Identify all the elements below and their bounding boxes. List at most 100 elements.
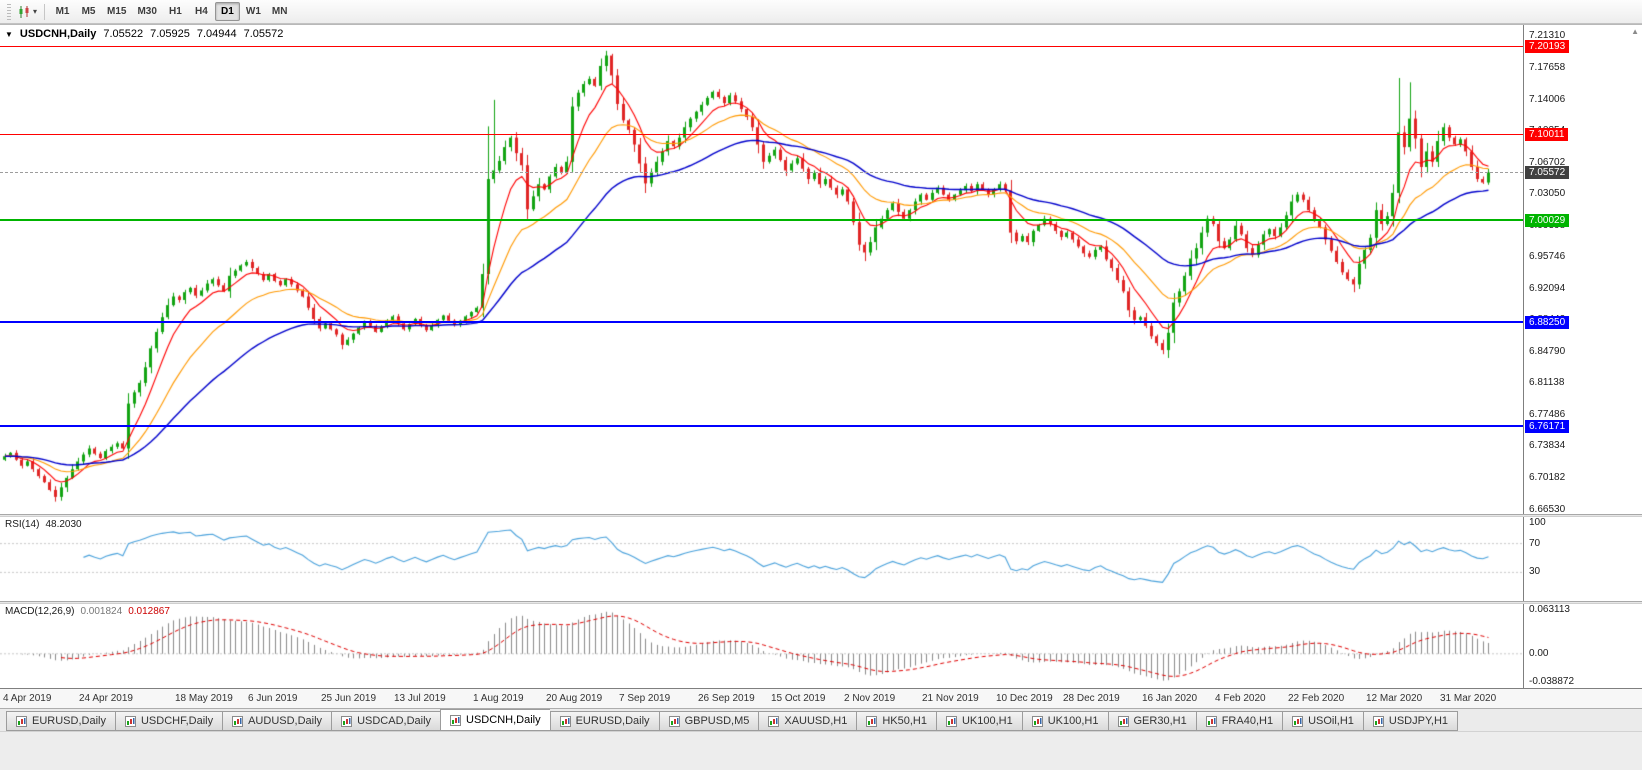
mini-chart-icon [945, 715, 957, 727]
macd-name: MACD(12,26,9) [5, 606, 75, 617]
macd-panel: MACD(12,26,9) 0.001824 0.012867 0.063113… [0, 604, 1642, 688]
horizontal-line-6.88250[interactable] [0, 321, 1523, 323]
chart-tab-label: AUDUSD,Daily [248, 715, 323, 727]
main-chart-panel: ▼ USDCNH,Daily 7.05522 7.05925 7.04944 7… [0, 24, 1642, 514]
candlestick-canvas[interactable] [0, 25, 1523, 514]
date-axis-label: 10 Dec 2019 [996, 693, 1053, 704]
date-axis-label: 4 Apr 2019 [3, 693, 52, 704]
chart-tab-label: GER30,H1 [1133, 715, 1187, 727]
rsi-axis[interactable]: 100 70 30 [1523, 517, 1642, 601]
price-line-tag: 6.88250 [1525, 316, 1570, 329]
rsi-axis-label: 70 [1529, 537, 1541, 549]
chart-tab-usoil-h1[interactable]: USOil,H1 [1282, 711, 1363, 731]
date-axis-label: 31 Mar 2020 [1440, 693, 1497, 704]
date-axis-label: 18 May 2019 [175, 693, 233, 704]
toolbar-grip[interactable] [7, 3, 11, 20]
rsi-axis-label: 100 [1529, 517, 1546, 528]
date-axis[interactable]: 4 Apr 2019 24 Apr 2019 18 May 2019 6 Jun 20… [0, 688, 1642, 708]
mini-chart-icon [450, 714, 462, 726]
chart-tab-xauusd-h1[interactable]: XAUUSD,H1 [758, 711, 857, 731]
price-axis-label: 6.95746 [1529, 251, 1566, 263]
chart-tab-label: USDCHF,Daily [140, 715, 214, 727]
timeframe-button-m5[interactable]: M5 [81, 6, 96, 17]
chart-tab-label: USOil,H1 [1308, 715, 1354, 727]
price-axis-label: 7.21310 [1529, 30, 1566, 42]
title-close: 7.05572 [243, 28, 284, 40]
macd-canvas[interactable] [0, 604, 1523, 688]
chart-tab-label: UK100,H1 [961, 715, 1013, 727]
candlestick-chart-icon[interactable] [14, 2, 36, 21]
chart-tab-gbpusd-m5[interactable]: GBPUSD,M5 [658, 711, 759, 731]
macd-plot[interactable] [0, 604, 1523, 688]
chart-scroll-arrow-icon[interactable]: ▲ [1631, 27, 1639, 36]
mini-chart-icon [1205, 715, 1217, 727]
timeframe-buttons: M1 M5 M15 M30 H1 H4 D1 W1 MN [50, 2, 292, 21]
horizontal-line-6.76171[interactable] [0, 425, 1523, 427]
rsi-axis-label: 30 [1529, 566, 1541, 578]
bid-price-tag: 7.05572 [1525, 166, 1570, 179]
timeframe-button-m15[interactable]: M15 [107, 6, 127, 17]
horizontal-line-7.00029[interactable] [0, 219, 1523, 221]
timeframe-button-mn[interactable]: MN [271, 6, 288, 17]
horizontal-line-7.20193[interactable] [0, 46, 1523, 47]
collapse-arrow-icon[interactable]: ▼ [5, 29, 13, 39]
chart-tab-label: GBPUSD,M5 [684, 715, 750, 727]
chart-tab-eurusd-daily[interactable]: EURUSD,Daily [549, 711, 659, 731]
mini-chart-icon [1117, 715, 1129, 727]
chart-tab-usdjpy-h1[interactable]: USDJPY,H1 [1362, 711, 1459, 731]
date-axis-label: 26 Sep 2019 [698, 693, 755, 704]
chart-tab-hk50-h1[interactable]: HK50,H1 [856, 711, 936, 731]
chart-tab-label: USDCNH,Daily [466, 714, 541, 726]
rsi-label: RSI(14) 48.2030 [5, 519, 82, 530]
chart-tab-uk100-h1[interactable]: UK100,H1 [1021, 711, 1108, 731]
mini-chart-icon [768, 715, 780, 727]
price-axis[interactable]: ▲ 7.213107.176587.140067.103547.067027.0… [1523, 25, 1642, 514]
panel-splitter[interactable] [0, 601, 1642, 604]
timeframe-button-m1[interactable]: M1 [55, 6, 70, 17]
chart-title: ▼ USDCNH,Daily 7.05522 7.05925 7.04944 7… [5, 28, 283, 40]
date-axis-label: 21 Nov 2019 [922, 693, 979, 704]
price-line-tag: 7.10011 [1525, 128, 1569, 141]
timeframe-button-h1[interactable]: H1 [169, 6, 182, 17]
chart-tab-usdcad-daily[interactable]: USDCAD,Daily [331, 711, 441, 731]
horizontal-line-7.10011[interactable] [0, 134, 1523, 135]
mini-chart-icon [16, 715, 27, 727]
rsi-value: 48.2030 [45, 519, 82, 530]
timeframe-button-m30[interactable]: M30 [137, 6, 157, 17]
rsi-plot[interactable] [0, 517, 1523, 601]
bid-price-line [0, 172, 1523, 173]
chart-tab-uk100-h1[interactable]: UK100,H1 [935, 711, 1022, 731]
date-axis-label: 16 Jan 2020 [1142, 693, 1198, 704]
timeframe-button-h4[interactable]: H4 [195, 6, 208, 17]
price-line-tag: 7.00029 [1525, 214, 1570, 227]
timeframe-button-w1[interactable]: W1 [245, 6, 261, 17]
price-axis-label: 7.06702 [1529, 156, 1566, 168]
chart-tab-label: FRA40,H1 [1221, 715, 1274, 727]
timeframe-toolbar: ▾ M1 M5 M15 M30 H1 H4 D1 W1 MN [0, 0, 1642, 24]
chart-tab-label: USDCAD,Daily [357, 715, 432, 727]
timeframe-button-d1[interactable]: D1 [214, 2, 240, 21]
price-axis-label: 6.66530 [1529, 503, 1566, 515]
price-axis-label: 6.81138 [1529, 377, 1565, 389]
chart-tab-fra40-h1[interactable]: FRA40,H1 [1195, 711, 1283, 731]
rsi-canvas[interactable] [0, 517, 1523, 601]
dropdown-caret-icon[interactable]: ▾ [33, 7, 38, 16]
chart-tab-ger30-h1[interactable]: GER30,H1 [1107, 711, 1196, 731]
mini-chart-icon [1372, 715, 1384, 727]
mini-chart-icon [559, 715, 571, 727]
price-axis-label: 6.73834 [1529, 440, 1566, 452]
macd-axis-label: 0.063113 [1529, 604, 1570, 615]
price-axis-label: 6.77486 [1529, 408, 1566, 420]
chart-symbol-period: USDCNH,Daily [19, 28, 97, 40]
panel-splitter[interactable] [0, 514, 1642, 517]
macd-axis[interactable]: 0.063113 0.00 -0.038872 [1523, 604, 1642, 688]
chart-tab-eurusd-daily[interactable]: EURUSD,Daily [6, 711, 115, 731]
date-axis-label: 20 Aug 2019 [546, 693, 603, 704]
date-axis-label: 28 Dec 2019 [1063, 693, 1120, 704]
main-chart-plot[interactable] [0, 25, 1523, 514]
chart-tab-audusd-daily[interactable]: AUDUSD,Daily [222, 711, 332, 731]
chart-tab-usdchf-daily[interactable]: USDCHF,Daily [114, 711, 223, 731]
chart-tab-usdcnh-daily[interactable]: USDCNH,Daily [440, 709, 550, 731]
date-axis-label: 12 Mar 2020 [1366, 693, 1423, 704]
price-axis-label: 6.92094 [1529, 282, 1566, 294]
